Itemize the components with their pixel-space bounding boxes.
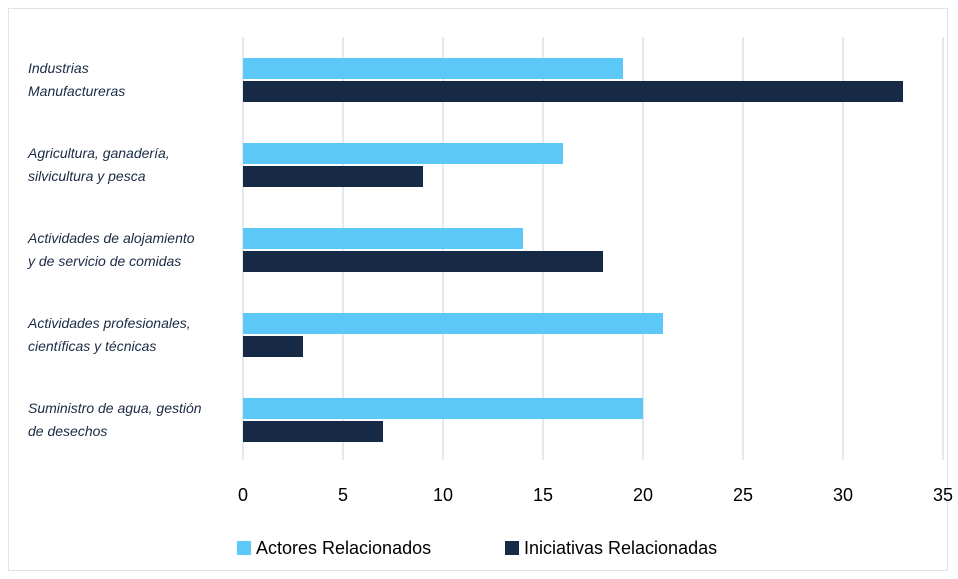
- legend-label-actores: Actores Relacionados: [256, 538, 431, 558]
- category-label-1-line-1: silvicultura y pesca: [28, 168, 146, 184]
- bar-iniciativas-3: [243, 336, 303, 357]
- x-tick-label: 20: [633, 485, 653, 505]
- category-label-0-line-1: Manufactureras: [28, 83, 125, 99]
- category-label-3-line-0: Actividades profesionales,: [27, 315, 191, 331]
- category-label-0-line-0: Industrias: [28, 60, 89, 76]
- legend-label-iniciativas: Iniciativas Relacionadas: [524, 538, 717, 558]
- category-label-3-line-1: científicas y técnicas: [28, 338, 156, 354]
- bar-iniciativas-0: [243, 81, 903, 102]
- category-label-4-line-0: Suministro de agua, gestión: [28, 400, 202, 416]
- x-tick-label: 25: [733, 485, 753, 505]
- bar-actores-4: [243, 398, 643, 419]
- category-label-4-line-1: de desechos: [28, 423, 107, 439]
- bar-actores-3: [243, 313, 663, 334]
- x-tick-label: 5: [338, 485, 348, 505]
- legend-swatch-iniciativas: [505, 541, 519, 555]
- x-tick-label: 15: [533, 485, 553, 505]
- category-label-2-line-1: y de servicio de comidas: [27, 253, 181, 269]
- bar-actores-1: [243, 143, 563, 164]
- legend-swatch-actores: [237, 541, 251, 555]
- x-tick-label: 0: [238, 485, 248, 505]
- category-label-1-line-0: Agricultura, ganadería,: [27, 145, 170, 161]
- bar-actores-2: [243, 228, 523, 249]
- bar-iniciativas-1: [243, 166, 423, 187]
- bar-actores-0: [243, 58, 623, 79]
- x-tick-label: 35: [933, 485, 953, 505]
- x-tick-label: 30: [833, 485, 853, 505]
- category-label-2-line-0: Actividades de alojamiento: [27, 230, 195, 246]
- bar-iniciativas-2: [243, 251, 603, 272]
- bar-iniciativas-4: [243, 421, 383, 442]
- x-tick-label: 10: [433, 485, 453, 505]
